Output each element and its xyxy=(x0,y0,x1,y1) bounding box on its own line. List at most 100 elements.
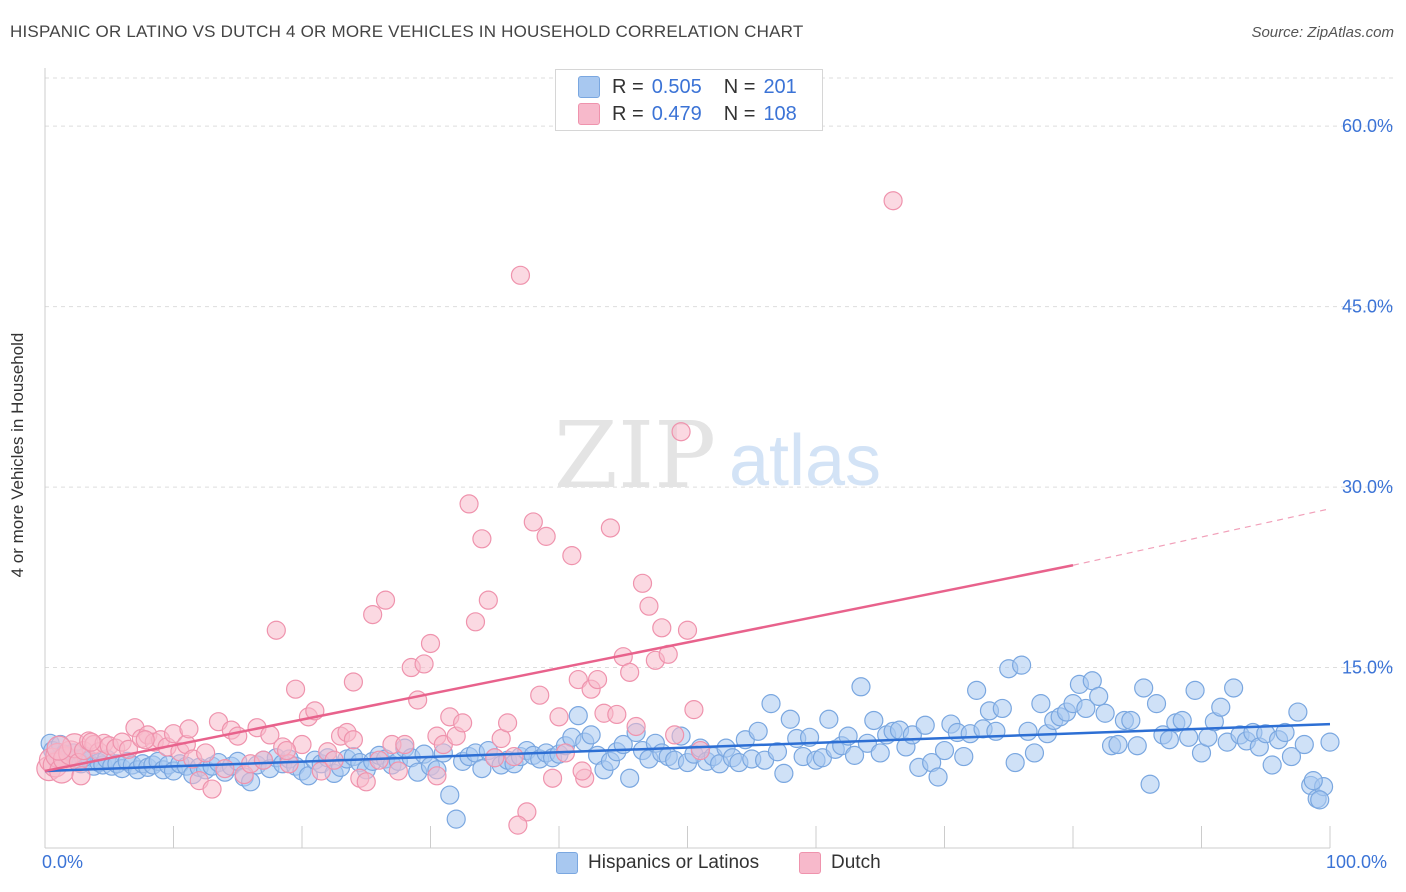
dutch-point xyxy=(427,766,447,786)
y-tick-label: 30.0% xyxy=(1342,477,1393,497)
x-tick-label-min: 0.0% xyxy=(42,852,84,872)
dutch-point xyxy=(408,690,428,710)
dutch-point xyxy=(135,730,155,750)
dutch-point xyxy=(530,685,550,705)
dutch-point xyxy=(639,596,659,616)
hispanics-point xyxy=(1185,680,1205,700)
dutch-point xyxy=(652,618,672,638)
dutch-point xyxy=(690,740,710,761)
dutch-point xyxy=(46,735,72,761)
hispanics-point xyxy=(1310,790,1330,810)
legend-row-hispanics: R = 0.505 N = 201 xyxy=(578,76,797,98)
hispanics-point xyxy=(1146,694,1167,714)
hispanics-point xyxy=(1275,722,1295,743)
hispanics-trend-line xyxy=(44,722,1331,773)
hispanics-point xyxy=(1224,678,1244,698)
dutch-point xyxy=(228,726,248,746)
y-tick-label: 15.0% xyxy=(1342,658,1393,678)
hispanics-point xyxy=(1140,774,1160,794)
hispanics-point xyxy=(1159,730,1179,750)
dutch-point xyxy=(395,734,415,755)
dutch-point xyxy=(388,761,408,781)
y-tick-labels: 15.0% 30.0% 45.0% 60.0% xyxy=(1342,116,1393,677)
dutch-point xyxy=(684,700,704,720)
dutch-point xyxy=(196,743,216,763)
dutch-trend-extension xyxy=(1072,508,1331,566)
legend-swatch-pink xyxy=(799,852,821,874)
legend-label-hispanics: Hispanics or Latinos xyxy=(588,852,760,873)
legend-n-label: N = xyxy=(723,75,756,98)
dutch-point xyxy=(587,669,608,690)
dutch-point xyxy=(276,740,297,761)
hispanics-point xyxy=(1127,736,1147,756)
dutch-point xyxy=(498,713,518,733)
hispanics-point xyxy=(1031,694,1051,714)
dutch-point xyxy=(285,679,306,699)
series-legend: Hispanics or Latinos Dutch xyxy=(0,852,1406,878)
dutch-point xyxy=(665,725,685,745)
hispanics-point xyxy=(1121,710,1141,731)
hispanics-point xyxy=(1320,732,1340,752)
grid-lines xyxy=(45,77,1395,669)
dutch-point xyxy=(459,494,479,514)
legend-row-dutch: R = 0.479 N = 108 xyxy=(578,103,797,125)
dutch-point xyxy=(375,590,396,610)
watermark-zip: ZIP xyxy=(554,402,716,509)
dutch-point xyxy=(883,191,903,211)
legend-item-hispanics: Hispanics or Latinos xyxy=(556,852,759,874)
dutch-point xyxy=(568,669,588,690)
hispanics-point xyxy=(1211,697,1231,717)
hispanics-point xyxy=(620,768,640,788)
hispanics-point xyxy=(780,709,800,729)
hispanics-point xyxy=(1018,721,1038,741)
hispanics-point xyxy=(767,742,788,762)
dutch-point xyxy=(572,761,592,781)
hispanics-point xyxy=(1024,743,1045,763)
hispanics-point xyxy=(472,758,492,779)
hispanics-point xyxy=(761,694,781,714)
dutch-point xyxy=(485,748,505,768)
chart-title: HISPANIC OR LATINO VS DUTCH 4 OR MORE VE… xyxy=(10,22,804,41)
dutch-point xyxy=(343,672,363,692)
hispanics-point xyxy=(954,746,974,767)
hispanics-point xyxy=(440,785,460,805)
hispanics-point xyxy=(870,743,890,763)
trend-lines xyxy=(44,508,1331,773)
hispanics-point xyxy=(1011,655,1032,675)
hispanics-point xyxy=(1179,727,1199,747)
legend-swatch-pink xyxy=(578,103,600,125)
dutch-point xyxy=(420,633,441,654)
dutch-point xyxy=(671,422,691,442)
dutch-point xyxy=(81,732,101,752)
hispanics-point xyxy=(1095,703,1115,723)
dutch-point xyxy=(478,590,498,610)
dutch-point xyxy=(363,604,383,625)
hispanics-point xyxy=(928,767,948,787)
dutch-point xyxy=(356,772,376,792)
hispanics-point xyxy=(1134,678,1154,698)
dutch-point xyxy=(215,758,235,779)
hispanics-point xyxy=(915,715,935,735)
dutch-point xyxy=(523,512,543,532)
dutch-point xyxy=(626,716,646,737)
legend-r-value: 0.505 xyxy=(651,75,702,98)
dutch-point xyxy=(453,713,473,733)
series-dutch-points xyxy=(36,191,903,835)
hispanics-point xyxy=(992,698,1012,719)
legend-n-label: N = xyxy=(723,102,756,125)
hispanics-point xyxy=(1294,734,1314,755)
dutch-point xyxy=(508,815,528,835)
dutch-point xyxy=(414,654,434,674)
dutch-point xyxy=(179,719,199,739)
legend-label-dutch: Dutch xyxy=(831,852,881,873)
dutch-point xyxy=(465,612,486,632)
dutch-point xyxy=(562,546,582,566)
dutch-point xyxy=(504,746,524,767)
hispanics-point xyxy=(774,763,794,784)
dutch-point xyxy=(343,730,363,750)
dutch-point xyxy=(266,620,286,640)
dutch-point xyxy=(71,766,91,786)
watermark-atlas: atlas xyxy=(729,421,881,501)
dutch-point xyxy=(620,662,640,682)
